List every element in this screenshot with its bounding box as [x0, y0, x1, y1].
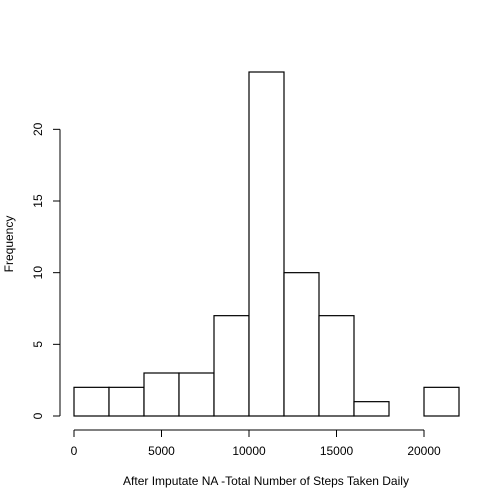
x-axis-label: After Imputate NA -Total Number of Steps… — [123, 474, 409, 488]
x-axis: 0 5000 10000 15000 20000 — [71, 429, 441, 458]
bars-layer — [73, 71, 460, 417]
histogram-bar-1 — [108, 386, 145, 417]
histogram-bar-5 — [248, 71, 285, 417]
x-tick-label: 20000 — [407, 444, 441, 458]
histogram-bar-3 — [178, 372, 215, 417]
histogram-bar-2 — [143, 372, 180, 417]
histogram-bar-8 — [353, 401, 390, 417]
histogram-bar-4 — [213, 315, 250, 417]
histogram-bar-6 — [283, 272, 320, 417]
y-tick-label: 10 — [31, 266, 45, 280]
x-tick-label: 5000 — [148, 444, 175, 458]
y-tick-label: 5 — [31, 341, 45, 348]
x-tick-label: 10000 — [232, 444, 266, 458]
x-tick-label: 0 — [71, 444, 78, 458]
histogram-bar-7 — [318, 315, 355, 417]
y-tick-label: 20 — [31, 122, 45, 136]
y-tick-label: 15 — [31, 194, 45, 208]
histogram-bar-10 — [423, 386, 460, 417]
y-axis-label: Frequency — [2, 216, 16, 273]
y-axis: 0 5 10 15 20 — [31, 122, 61, 419]
y-tick-label: 0 — [31, 412, 45, 419]
x-tick-label: 15000 — [320, 444, 354, 458]
histogram-bar-0 — [73, 386, 110, 417]
